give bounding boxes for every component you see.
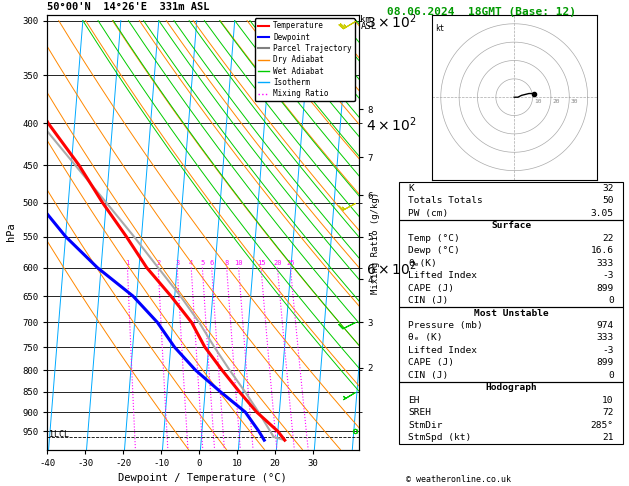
Text: Lifted Index: Lifted Index — [408, 271, 477, 280]
Text: 50°00'N  14°26'E  331m ASL: 50°00'N 14°26'E 331m ASL — [47, 2, 209, 13]
Bar — [399, 182, 623, 220]
Text: 21: 21 — [603, 433, 614, 442]
Text: kt: kt — [435, 24, 445, 33]
Text: K: K — [408, 184, 414, 193]
Text: 5: 5 — [200, 260, 204, 266]
Text: 333: 333 — [596, 333, 614, 343]
Text: StmDir: StmDir — [408, 420, 443, 430]
Text: -3: -3 — [603, 346, 614, 355]
Text: 6: 6 — [209, 260, 214, 266]
Text: 4: 4 — [189, 260, 193, 266]
Text: 333: 333 — [596, 259, 614, 268]
Y-axis label: hPa: hPa — [6, 223, 16, 242]
Text: 72: 72 — [603, 408, 614, 417]
Text: θₑ(K): θₑ(K) — [408, 259, 437, 268]
Text: km: km — [360, 15, 371, 24]
Text: 0: 0 — [608, 371, 614, 380]
Text: Most Unstable: Most Unstable — [474, 309, 548, 317]
Text: 25: 25 — [286, 260, 295, 266]
Text: 08.06.2024  18GMT (Base: 12): 08.06.2024 18GMT (Base: 12) — [387, 7, 576, 17]
Legend: Temperature, Dewpoint, Parcel Trajectory, Dry Adiabat, Wet Adiabat, Isotherm, Mi: Temperature, Dewpoint, Parcel Trajectory… — [255, 18, 355, 101]
Text: EH: EH — [408, 396, 420, 405]
Text: 20: 20 — [553, 99, 560, 104]
Bar — [399, 307, 623, 382]
Text: 3.05: 3.05 — [591, 209, 614, 218]
Text: © weatheronline.co.uk: © weatheronline.co.uk — [406, 474, 511, 484]
Text: 10: 10 — [535, 99, 542, 104]
Text: 3: 3 — [175, 260, 179, 266]
Text: θₑ (K): θₑ (K) — [408, 333, 443, 343]
Text: Pressure (mb): Pressure (mb) — [408, 321, 483, 330]
Text: 974: 974 — [596, 321, 614, 330]
Text: Surface: Surface — [491, 221, 531, 230]
Text: StmSpd (kt): StmSpd (kt) — [408, 433, 472, 442]
Text: 285°: 285° — [591, 420, 614, 430]
Text: 20: 20 — [273, 260, 282, 266]
Text: 899: 899 — [596, 358, 614, 367]
Text: CAPE (J): CAPE (J) — [408, 358, 454, 367]
Text: 2: 2 — [156, 260, 160, 266]
Text: Temp (°C): Temp (°C) — [408, 234, 460, 243]
Text: SREH: SREH — [408, 408, 431, 417]
Text: 0: 0 — [608, 296, 614, 305]
Text: -3: -3 — [603, 271, 614, 280]
Text: Dewp (°C): Dewp (°C) — [408, 246, 460, 255]
Text: 8: 8 — [225, 260, 229, 266]
Text: 15: 15 — [257, 260, 265, 266]
Text: 10: 10 — [235, 260, 243, 266]
Text: CIN (J): CIN (J) — [408, 371, 448, 380]
Text: 22: 22 — [603, 234, 614, 243]
Text: CIN (J): CIN (J) — [408, 296, 448, 305]
Text: ASL: ASL — [360, 22, 377, 31]
Text: 10: 10 — [603, 396, 614, 405]
Text: 899: 899 — [596, 284, 614, 293]
Text: 1: 1 — [125, 260, 130, 266]
Text: 16.6: 16.6 — [591, 246, 614, 255]
Text: CAPE (J): CAPE (J) — [408, 284, 454, 293]
Text: PW (cm): PW (cm) — [408, 209, 448, 218]
Text: 30: 30 — [571, 99, 579, 104]
Text: 32: 32 — [603, 184, 614, 193]
Text: 50: 50 — [603, 196, 614, 206]
Text: Lifted Index: Lifted Index — [408, 346, 477, 355]
Text: Hodograph: Hodograph — [485, 383, 537, 392]
Text: Mixing Ratio (g/kg): Mixing Ratio (g/kg) — [371, 192, 380, 294]
Text: Totals Totals: Totals Totals — [408, 196, 483, 206]
X-axis label: Dewpoint / Temperature (°C): Dewpoint / Temperature (°C) — [118, 473, 287, 483]
Bar — [399, 382, 623, 444]
Bar — [399, 220, 623, 307]
Text: 1LCL: 1LCL — [49, 430, 69, 439]
